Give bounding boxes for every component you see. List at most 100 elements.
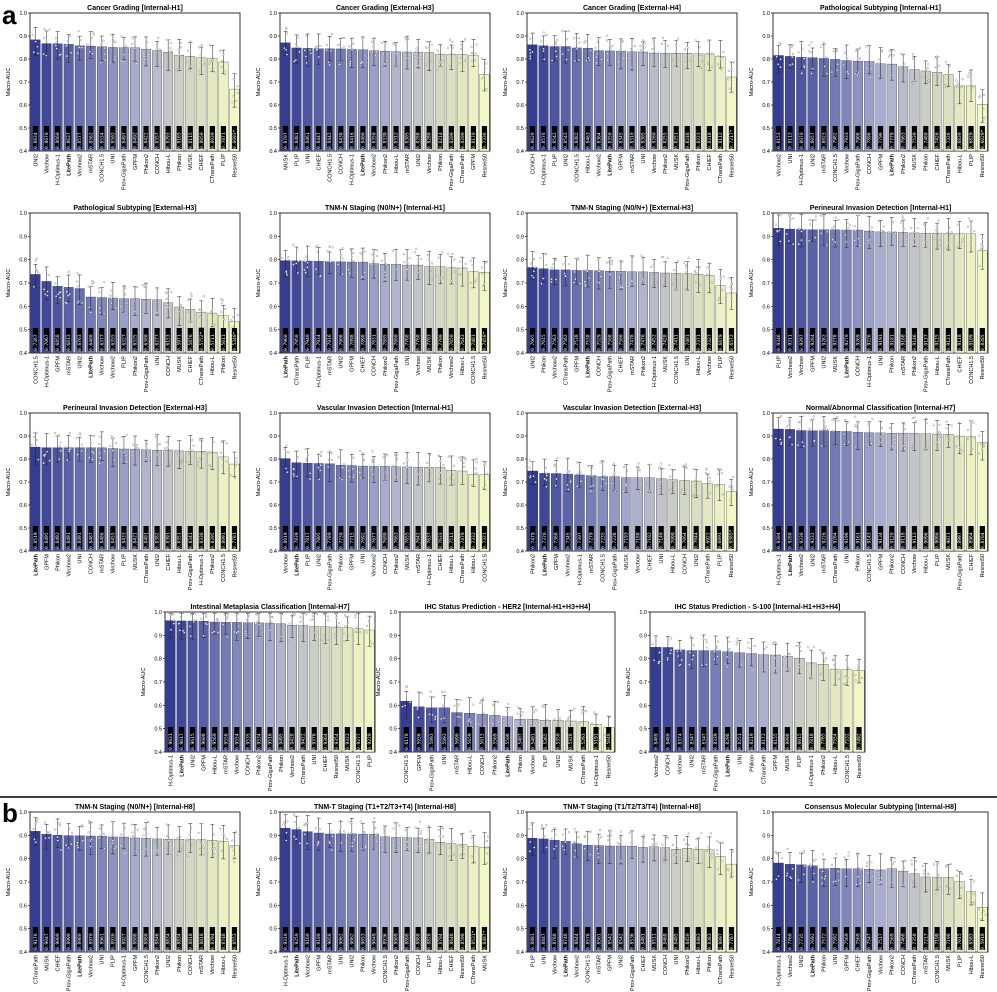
fold-point	[902, 227, 905, 230]
fold-point	[392, 844, 395, 847]
fold-point	[621, 286, 624, 289]
value-label-bg	[55, 927, 61, 950]
value-label-bg	[77, 126, 83, 149]
value-label-bg	[338, 328, 344, 351]
fold-point	[64, 301, 67, 304]
fold-point	[869, 437, 872, 440]
fold-point	[34, 445, 37, 448]
value-label-bg	[165, 126, 171, 149]
chart-10: Vascular Invasion Detection [External-H3…	[503, 405, 738, 590]
fold-point	[111, 834, 114, 837]
category-label: H-Optimus-1	[541, 154, 547, 185]
chart-title: Pathological Subtyping [Internal-H1]	[820, 5, 941, 12]
fold-point	[232, 78, 235, 81]
y-tick-label: 0.5	[269, 328, 277, 334]
fold-point	[265, 626, 268, 629]
value-label: 0.8502	[110, 132, 116, 149]
fold-point	[543, 252, 546, 255]
value-label-bg	[673, 126, 679, 149]
category-label: UNI2	[339, 356, 345, 369]
value-label: 0.9554	[234, 733, 240, 750]
fold-point	[967, 437, 970, 441]
value-label: 0.9534	[256, 733, 262, 750]
value-label: 0.7637	[427, 532, 433, 549]
category-label: MUSK	[663, 356, 669, 372]
value-label-bg	[481, 126, 488, 149]
fold-point	[295, 838, 298, 841]
fold-point	[581, 709, 584, 712]
fold-point	[405, 692, 408, 695]
fold-point	[65, 290, 68, 293]
fold-point	[132, 300, 136, 303]
fold-point	[814, 218, 817, 221]
value-label: 0.7663	[901, 132, 907, 149]
fold-point	[705, 639, 708, 642]
fold-point	[700, 60, 703, 63]
fold-point	[981, 238, 984, 241]
fold-point	[374, 37, 377, 40]
category-label: UNI2	[799, 955, 805, 968]
fold-point	[373, 817, 376, 820]
fold-point	[304, 271, 307, 274]
chart-title: Intestinal Metaplasia Classification [In…	[190, 604, 349, 611]
fold-point	[351, 467, 354, 470]
value-label: 0.9297	[799, 334, 805, 351]
category-label: GPFM	[201, 755, 207, 771]
fold-point	[109, 61, 112, 64]
category-label: UNI2	[822, 356, 828, 369]
category-label: MUSK	[833, 356, 839, 372]
fold-point	[451, 41, 454, 44]
fold-point	[285, 53, 288, 56]
fold-point	[588, 830, 591, 833]
fold-point	[342, 247, 345, 250]
fold-point	[419, 830, 422, 833]
fold-point	[471, 59, 474, 63]
fold-point	[674, 275, 677, 278]
fold-point	[602, 478, 605, 481]
fold-point	[627, 285, 630, 288]
fold-point	[609, 716, 612, 719]
fold-point	[877, 74, 880, 77]
fold-point	[301, 619, 304, 622]
fold-point	[431, 713, 434, 717]
fold-point	[181, 460, 184, 463]
fold-point	[867, 884, 870, 887]
y-tick-label: 0.9	[762, 833, 770, 839]
value-label-bg	[684, 927, 690, 950]
fold-point	[844, 875, 847, 878]
category-label: GPFM	[44, 554, 50, 570]
fold-point	[608, 830, 611, 833]
fold-point	[186, 460, 189, 463]
value-label: 0.8450	[685, 933, 691, 950]
fold-point	[973, 229, 976, 233]
fold-point	[819, 46, 822, 49]
fold-point	[876, 437, 880, 440]
fold-point	[889, 881, 892, 884]
fold-point	[396, 66, 400, 69]
value-label-bg	[121, 126, 127, 149]
fold-point	[948, 233, 951, 236]
value-label-bg	[209, 927, 215, 950]
fold-point	[628, 853, 631, 856]
y-axis-label: Macro-AUC	[749, 468, 755, 497]
fold-point	[633, 859, 636, 862]
value-label: 0.7572	[821, 933, 827, 950]
fold-point	[698, 266, 701, 269]
fold-point	[913, 416, 916, 419]
fold-point	[683, 261, 686, 264]
fold-point	[677, 654, 680, 658]
fold-point	[320, 450, 323, 454]
category-label: Virchow	[707, 356, 713, 375]
fold-point	[730, 489, 733, 492]
fold-point	[439, 460, 442, 463]
fold-point	[294, 43, 297, 46]
y-tick-label: 0.7	[19, 480, 27, 486]
fold-point	[450, 279, 453, 282]
fold-point	[652, 846, 655, 849]
value-label-bg	[426, 927, 432, 950]
fold-point	[791, 53, 794, 56]
fold-point	[944, 83, 947, 86]
value-label-bg	[832, 126, 838, 149]
y-tick-label: 0.7	[154, 680, 162, 686]
fold-point	[529, 840, 532, 844]
